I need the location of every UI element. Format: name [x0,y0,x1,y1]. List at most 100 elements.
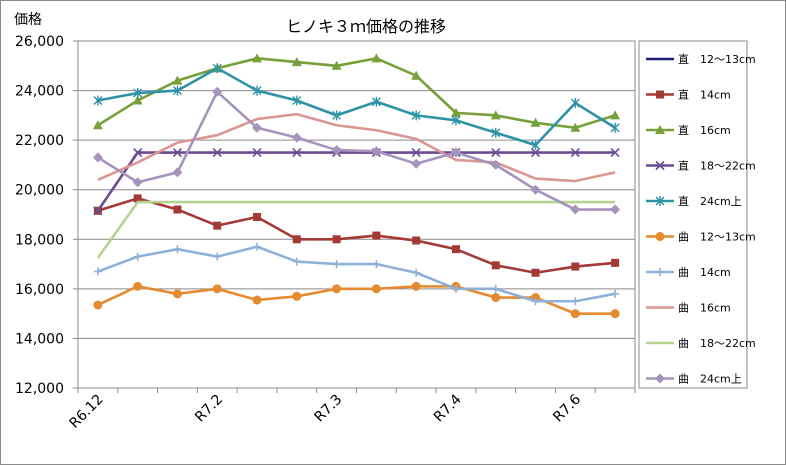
data-point [172,85,182,96]
data-point [371,146,382,157]
data-point [570,97,580,108]
data-point [611,289,620,298]
legend-entry: 直 18〜22cm [646,159,756,173]
legend-label: 曲 16cm [678,302,731,315]
data-point [253,242,262,251]
data-point [371,284,381,294]
legend-label: 直 12〜13cm [678,52,756,66]
data-point [92,120,103,130]
data-point [530,184,541,195]
data-point [92,152,103,163]
data-point [292,257,301,266]
legend-entry: 直 16cm [646,123,731,137]
legend-label: 曲 12〜13cm [678,231,756,244]
data-point [252,53,263,63]
data-point [531,140,541,151]
data-point [570,122,581,132]
data-point [291,132,302,143]
data-point [490,110,501,120]
y-tick-label: 24,000 [15,84,64,100]
legend-entry: 曲 16cm [646,302,731,315]
series [96,200,616,259]
data-point [531,268,540,277]
data-point [172,75,183,85]
data-point [212,63,222,74]
data-point [252,295,262,305]
legend-label: 直 24cm上 [678,194,742,208]
data-point [491,293,501,303]
series-line [97,66,616,147]
data-point [172,289,182,299]
series-group [92,53,621,319]
legend-entry: 直 12〜13cm [646,52,756,66]
legend-entry: 曲 24cm上 [646,373,742,386]
x-tick-label: R7.3 [311,392,345,426]
plot-area [77,40,636,389]
data-point [491,261,500,270]
data-point [655,160,665,171]
data-point [656,268,664,276]
data-point [571,262,580,271]
series [93,63,620,151]
y-tick-label: 22,000 [15,133,64,149]
legend-label: 曲 14cm [678,266,731,279]
data-point [451,115,461,126]
data-point [372,231,381,240]
series-line [97,57,616,130]
data-point [451,284,460,293]
y-tick-label: 14,000 [15,331,64,347]
series-line [97,285,616,315]
data-point [371,53,382,63]
y-tick-label: 18,000 [15,232,64,248]
series-line [97,197,616,275]
legend-label: 直 14cm [678,88,731,102]
data-point [491,147,501,158]
data-point [93,267,102,276]
legend-entry: 直 14cm [646,88,731,102]
data-point [610,309,620,319]
legend-label: 曲 24cm上 [678,373,742,386]
data-point [450,107,461,117]
y-tick-label: 20,000 [15,183,64,199]
legend-entry: 曲 18〜22cm [646,337,756,350]
data-point [332,260,341,269]
data-point [172,147,183,158]
series-line [97,90,616,211]
data-point [450,147,461,158]
legend-label: 直 18〜22cm [678,159,756,173]
data-point [133,281,143,291]
data-point [212,284,222,294]
data-point [411,110,421,121]
legend-entry: 直 24cm上 [646,194,742,208]
data-point [531,297,540,306]
data-point [212,86,223,97]
data-point [133,252,142,261]
data-point [331,145,342,156]
data-point [213,252,222,261]
data-point [332,235,341,244]
data-point [411,70,422,80]
data-point [611,258,620,267]
chart-title: ヒノキ３ｍ価格の推移 [286,17,446,36]
data-point [132,177,143,188]
data-point [411,281,421,291]
data-point [292,291,302,301]
data-point [530,117,541,127]
data-point [570,204,581,215]
data-point [292,147,302,158]
data-point [332,284,342,294]
x-tick-label: R7.4 [431,391,465,425]
y-tick-label: 26,000 [15,34,64,50]
series-line [97,245,616,303]
legend-entry: 曲 12〜13cm [646,231,756,244]
data-point [291,57,302,67]
data-point [491,284,500,293]
x-tick-label: R7.2 [192,392,226,426]
data-point [252,85,262,96]
data-point [372,260,381,269]
y-tick-label: 16,000 [15,282,64,298]
data-point [610,204,621,215]
